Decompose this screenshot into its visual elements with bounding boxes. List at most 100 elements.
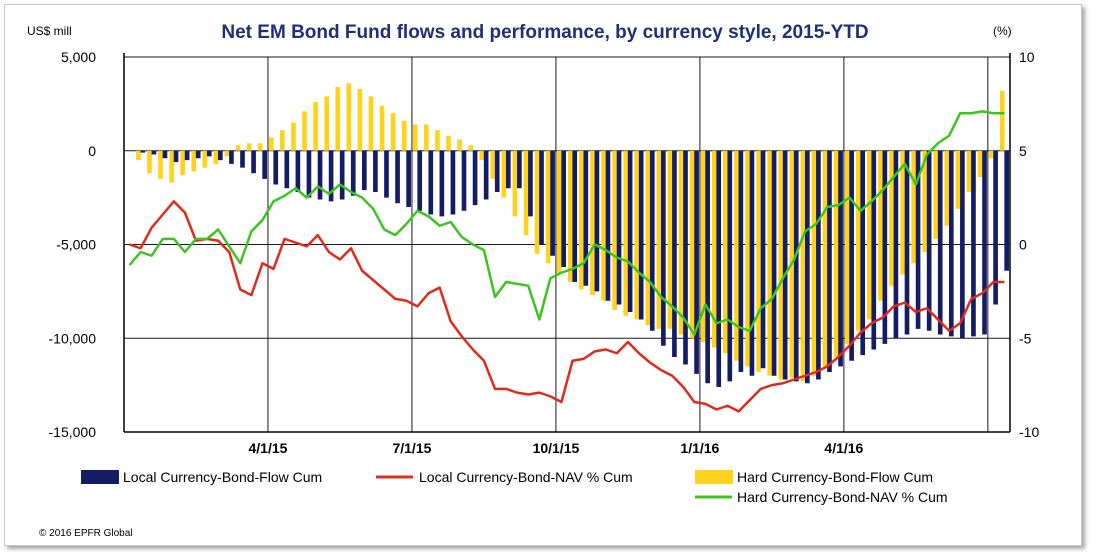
bar-local-currency-flow [472,150,478,206]
bar-local-currency-flow [716,150,722,387]
x-tick-label: 10/1/15 [533,440,580,456]
bar-hard-currency-flow [246,143,252,151]
bar-hard-currency-flow [468,145,473,151]
bar-hard-currency-flow [136,150,141,161]
bar-local-currency-flow [649,150,655,331]
bar-hard-currency-flow [202,150,208,168]
left-tick-label: -15,000 [49,424,97,440]
bar-local-currency-flow [140,150,146,153]
bar-hard-currency-flow [490,150,496,179]
bar-hard-currency-flow [235,145,241,151]
bar-hard-currency-flow [900,150,905,275]
bar-hard-currency-flow [645,150,651,326]
bar-local-currency-flow [539,150,544,245]
bar-local-currency-flow [528,150,533,217]
bar-local-currency-flow [428,150,434,215]
bar-local-currency-flow [151,150,157,155]
bar-local-currency-flow [505,150,511,189]
bar-local-currency-flow [306,150,312,198]
bar-hard-currency-flow [401,120,407,151]
bar-local-currency-flow [982,150,987,335]
bar-local-currency-flow [317,150,323,200]
bar-local-currency-flow [893,150,899,339]
bar-local-currency-flow [550,150,555,256]
bar-local-currency-flow [661,150,666,346]
bar-local-currency-flow [450,150,456,215]
bar-local-currency-flow [395,150,400,204]
bar-local-currency-flow [195,150,201,159]
bar-local-currency-flow [417,150,423,211]
bar-local-currency-flow [273,150,279,185]
bar-hard-currency-flow [346,83,352,151]
bar-hard-currency-flow [523,150,529,236]
bar-local-currency-flow [572,150,578,282]
bar-local-currency-flow [694,150,699,374]
bar-hard-currency-flow [446,135,451,151]
gridlines [124,56,1010,433]
bar-local-currency-flow [904,150,910,335]
chart-title: Net EM Bond Fund flows and performance, … [221,22,868,43]
bar-local-currency-flow [206,150,212,157]
line-local-currency-nav [129,200,1005,413]
left-tick-label: 0 [88,143,96,159]
bar-hard-currency-flow [390,113,396,151]
bar-local-currency-flow [805,150,810,384]
bar-local-currency-flow [1004,150,1010,271]
bar-hard-currency-flow [634,150,640,320]
bar-hard-currency-flow [291,122,296,151]
bar-hard-currency-flow [623,150,629,316]
bar-local-currency-flow [838,150,843,367]
bar-local-currency-flow [738,150,744,372]
bar-hard-currency-flow [501,150,507,198]
bar-hard-currency-flow [955,150,961,209]
bar-hard-currency-flow [257,143,263,151]
bar-local-currency-flow [683,150,688,365]
bar-hard-currency-flow [158,150,163,179]
bar-hard-currency-flow [268,137,274,151]
bar-hard-currency-flow [590,150,595,296]
legend-item-local-flow: Local Currency-Bond-Flow Cum [81,469,322,485]
bar-hard-currency-flow [922,150,928,252]
legend-label-local-flow: Local Currency-Bond-Flow Cum [123,469,322,485]
bar-hard-currency-flow [313,102,318,151]
legend-swatch-hard-flow [695,470,733,484]
bar-local-currency-flow [782,150,788,380]
left-tick-label: -10,000 [49,330,97,346]
axes [123,53,1011,433]
bar-local-currency-flow [483,150,489,200]
bar-local-currency-flow [971,150,976,337]
bar-hard-currency-flow [867,150,872,320]
bar-local-currency-flow [627,150,633,312]
right-tick-label: 5 [1019,143,1027,159]
bar-local-currency-flow [594,150,600,292]
copyright: © 2016 EPFR Global [39,528,133,539]
bar-hard-currency-flow [424,124,429,151]
bar-hard-currency-flow [678,150,684,335]
bar-local-currency-flow [218,150,223,161]
bar-hard-currency-flow [988,150,994,159]
bar-hard-currency-flow [324,96,329,151]
x-tick-label: 4/1/15 [249,440,288,456]
bar-local-currency-flow [705,150,710,384]
bar-local-currency-flow [561,150,567,267]
bar-local-currency-flow [373,150,378,192]
bar-hard-currency-flow [556,150,562,273]
bar-hard-currency-flow [512,150,518,217]
bar-local-currency-flow [328,150,334,202]
line-series-group [128,110,1005,413]
right-tick-label: -5 [1019,330,1032,346]
bar-hard-currency-flow [889,150,894,286]
bar-hard-currency-flow [667,150,673,329]
bar-local-currency-flow [262,150,267,179]
bar-local-currency-flow [583,150,589,286]
bar-hard-currency-flow [601,150,606,301]
legend-label-hard-flow: Hard Currency-Bond-Flow Cum [737,469,933,485]
bar-local-currency-flow [339,150,345,200]
bar-hard-currency-flow [412,124,418,151]
bar-local-currency-flow [517,150,522,189]
bar-hard-currency-flow [878,150,883,301]
bar-local-currency-flow [882,150,888,344]
right-tick-label: 0 [1019,237,1027,253]
bar-local-currency-flow [184,150,190,161]
left-axis-unit: US$ mill [27,24,72,38]
